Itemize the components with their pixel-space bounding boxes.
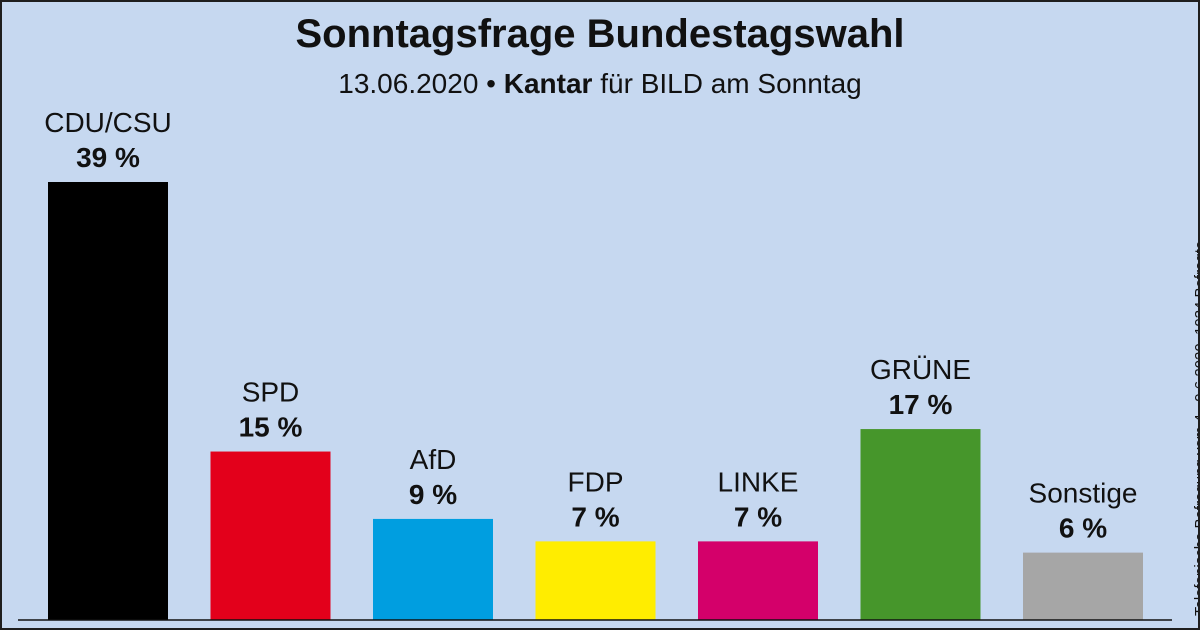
poll-client: für BILD am Sonntag xyxy=(600,68,862,99)
value-label: 15 % xyxy=(239,412,303,443)
category-label: SPD xyxy=(242,377,300,408)
bar-cdu-csu xyxy=(48,182,168,620)
category-label: LINKE xyxy=(718,466,799,497)
subtitle-separator: • xyxy=(486,68,496,99)
value-label: 6 % xyxy=(1059,513,1107,544)
bar-afd xyxy=(373,518,493,620)
value-label: 9 % xyxy=(409,479,457,510)
bar-fdp xyxy=(535,541,656,620)
value-label: 17 % xyxy=(889,389,953,420)
poll-date: 13.06.2020 xyxy=(338,68,479,99)
value-label: 7 % xyxy=(734,501,782,532)
category-label: AfD xyxy=(410,444,457,475)
bar-linke xyxy=(698,541,818,620)
category-label: CDU/CSU xyxy=(44,107,172,138)
category-label: Sonstige xyxy=(1029,478,1138,509)
poll-institute: Kantar xyxy=(503,68,593,99)
chart-title: Sonntagsfrage Bundestagswahl xyxy=(295,12,905,56)
chart-subtitle: 13.06.2020 • Kantar für BILD am Sonntag xyxy=(2,68,1198,100)
bar-sonstige xyxy=(1023,552,1143,620)
bar-gr-ne xyxy=(860,429,981,620)
category-label: GRÜNE xyxy=(870,354,971,385)
value-label: 39 % xyxy=(76,142,140,173)
bar-spd xyxy=(210,451,331,620)
value-label: 7 % xyxy=(571,501,619,532)
category-label: FDP xyxy=(568,466,624,497)
survey-note: Telefonische Befragung vom 4.–9.6.2020, … xyxy=(1192,240,1200,616)
